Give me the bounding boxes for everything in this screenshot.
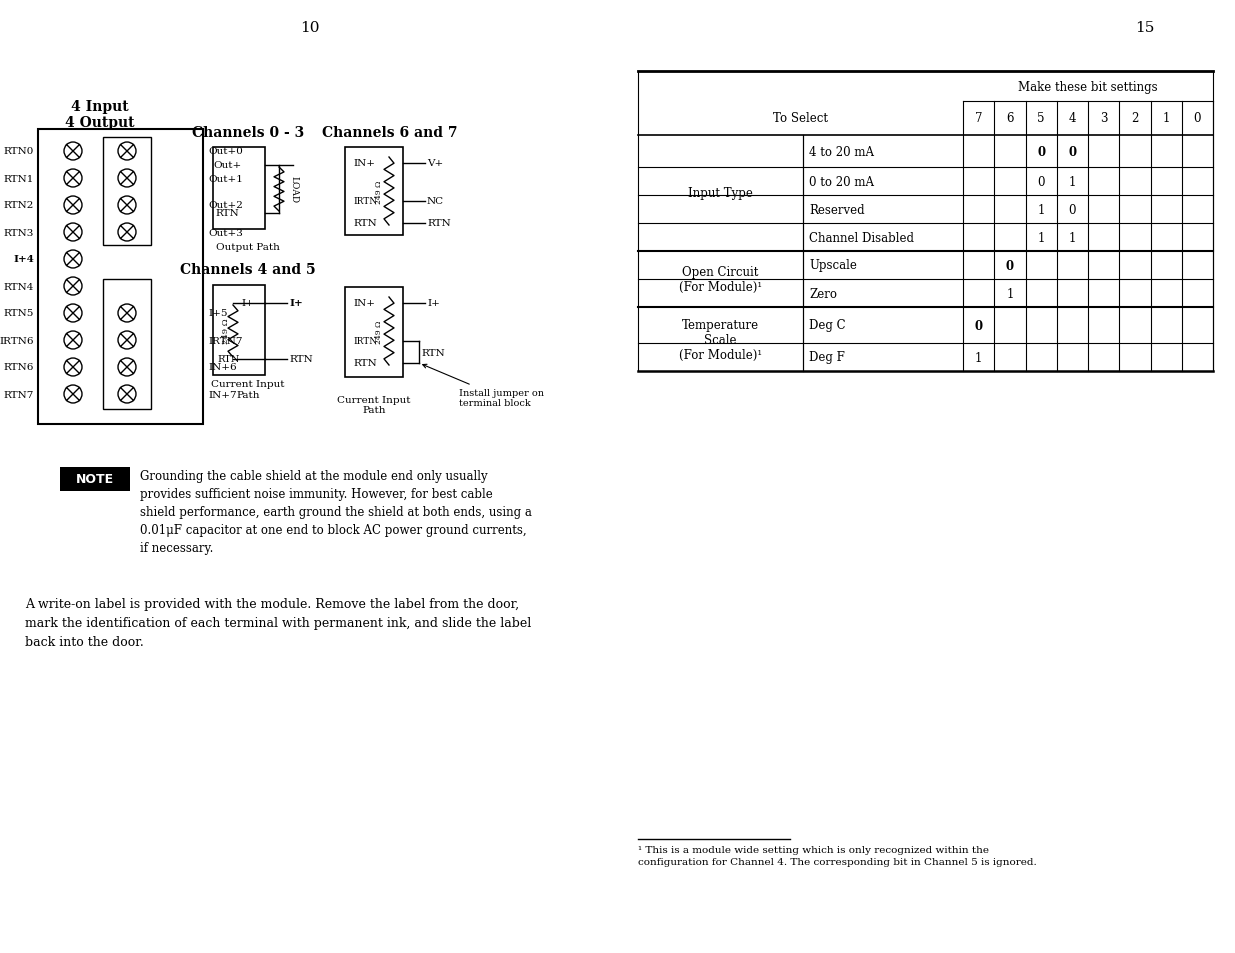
Text: Current Input
Path: Current Input Path bbox=[211, 380, 285, 399]
Text: RTN: RTN bbox=[217, 355, 240, 364]
Text: 10: 10 bbox=[300, 21, 320, 35]
Text: 249 Ω: 249 Ω bbox=[375, 320, 383, 343]
Text: I+: I+ bbox=[427, 299, 440, 308]
Text: RTN: RTN bbox=[353, 219, 377, 229]
Text: 7: 7 bbox=[974, 112, 982, 126]
Text: 15: 15 bbox=[1135, 21, 1155, 35]
Text: IN+7: IN+7 bbox=[207, 390, 237, 399]
Text: 1: 1 bbox=[1037, 232, 1045, 244]
Text: Grounding the cable shield at the module end only usually
provides sufficient no: Grounding the cable shield at the module… bbox=[140, 470, 532, 555]
Text: 1: 1 bbox=[1162, 112, 1170, 126]
Text: Zero: Zero bbox=[809, 287, 837, 300]
Text: I+4: I+4 bbox=[14, 255, 35, 264]
Text: RTN6: RTN6 bbox=[4, 363, 35, 372]
Text: A write-on label is provided with the module. Remove the label from the door,
ma: A write-on label is provided with the mo… bbox=[25, 598, 531, 648]
Text: RTN: RTN bbox=[427, 219, 451, 229]
Text: Reserved: Reserved bbox=[809, 203, 864, 216]
Text: V+: V+ bbox=[427, 159, 443, 169]
Text: IN+: IN+ bbox=[353, 299, 375, 308]
Text: IRTN: IRTN bbox=[353, 197, 377, 206]
Text: Deg F: Deg F bbox=[809, 351, 845, 364]
Text: Out+: Out+ bbox=[212, 161, 241, 171]
Bar bbox=[212, 286, 266, 375]
Text: 249 Ω: 249 Ω bbox=[222, 318, 230, 343]
Text: IN+6: IN+6 bbox=[207, 363, 237, 372]
Text: 0: 0 bbox=[1068, 203, 1076, 216]
Text: Channels 6 and 7: Channels 6 and 7 bbox=[322, 126, 458, 140]
Text: 1: 1 bbox=[1007, 287, 1014, 300]
Text: NC: NC bbox=[427, 197, 445, 206]
Text: RTN: RTN bbox=[289, 355, 312, 364]
Text: I+5: I+5 bbox=[207, 309, 227, 318]
Text: 1: 1 bbox=[1037, 203, 1045, 216]
Text: 0: 0 bbox=[1037, 146, 1045, 158]
Text: Channels 4 and 5: Channels 4 and 5 bbox=[180, 263, 316, 276]
Text: RTN7: RTN7 bbox=[4, 390, 35, 399]
Text: Output Path: Output Path bbox=[216, 243, 280, 253]
Text: IRTN: IRTN bbox=[353, 337, 377, 346]
Text: 4 Input
4 Output: 4 Input 4 Output bbox=[65, 100, 135, 130]
Text: RTN4: RTN4 bbox=[4, 282, 35, 292]
Text: Out+0: Out+0 bbox=[207, 148, 243, 156]
Text: ¹ This is a module wide setting which is only recognized within the
configuratio: ¹ This is a module wide setting which is… bbox=[638, 845, 1036, 866]
Text: Out+2: Out+2 bbox=[207, 201, 243, 211]
Text: 2: 2 bbox=[1131, 112, 1139, 126]
Text: 0 to 20 mA: 0 to 20 mA bbox=[809, 175, 874, 189]
Text: RTN5: RTN5 bbox=[4, 309, 35, 318]
Text: NOTE: NOTE bbox=[75, 473, 114, 486]
Text: 1: 1 bbox=[974, 351, 982, 364]
Text: RTN: RTN bbox=[215, 210, 238, 218]
Text: 0: 0 bbox=[1037, 175, 1045, 189]
Text: 249 Ω: 249 Ω bbox=[375, 180, 383, 204]
Text: Open Circuit
(For Module)¹: Open Circuit (For Module)¹ bbox=[679, 266, 762, 294]
Bar bbox=[212, 148, 266, 230]
Text: LOAD: LOAD bbox=[289, 176, 298, 203]
Text: 4: 4 bbox=[1068, 112, 1076, 126]
Text: To Select: To Select bbox=[773, 112, 827, 126]
Text: I+: I+ bbox=[289, 299, 303, 308]
Text: Upscale: Upscale bbox=[809, 259, 857, 273]
Text: 0: 0 bbox=[1005, 259, 1014, 273]
Text: RTN0: RTN0 bbox=[4, 148, 35, 156]
Text: 0: 0 bbox=[1193, 112, 1202, 126]
Text: RTN: RTN bbox=[421, 348, 445, 357]
Text: 1: 1 bbox=[1068, 232, 1076, 244]
Text: Make these bit settings: Make these bit settings bbox=[1018, 80, 1158, 93]
Text: Channels 0 - 3: Channels 0 - 3 bbox=[191, 126, 304, 140]
Text: I+: I+ bbox=[241, 299, 254, 308]
Text: RTN3: RTN3 bbox=[4, 229, 35, 237]
Text: Install jumper on
terminal block: Install jumper on terminal block bbox=[422, 365, 543, 408]
Text: 5: 5 bbox=[1037, 112, 1045, 126]
Text: IN+: IN+ bbox=[353, 159, 375, 169]
Text: RTN2: RTN2 bbox=[4, 201, 35, 211]
Text: 1: 1 bbox=[1068, 175, 1076, 189]
Bar bbox=[345, 148, 403, 235]
Text: 0: 0 bbox=[1068, 146, 1077, 158]
Text: Out+1: Out+1 bbox=[207, 174, 243, 183]
Text: Current Input
Path: Current Input Path bbox=[337, 395, 411, 415]
Bar bbox=[61, 468, 130, 492]
Text: Temperature
Scale
(For Module)¹: Temperature Scale (For Module)¹ bbox=[679, 318, 762, 361]
Bar bbox=[345, 288, 403, 377]
Text: 6: 6 bbox=[1007, 112, 1014, 126]
Text: Out+3: Out+3 bbox=[207, 229, 243, 237]
Text: RTN: RTN bbox=[353, 359, 377, 368]
Text: RTN1: RTN1 bbox=[4, 174, 35, 183]
Text: 4 to 20 mA: 4 to 20 mA bbox=[809, 146, 874, 158]
Text: IRTN7: IRTN7 bbox=[207, 336, 242, 345]
Text: 0: 0 bbox=[974, 319, 983, 333]
Bar bbox=[103, 138, 151, 246]
Text: Deg C: Deg C bbox=[809, 319, 846, 333]
Bar bbox=[103, 280, 151, 410]
Text: 3: 3 bbox=[1100, 112, 1108, 126]
Bar bbox=[38, 130, 203, 424]
Text: IRTN6: IRTN6 bbox=[0, 336, 35, 345]
Text: Input Type: Input Type bbox=[688, 188, 753, 200]
Text: Channel Disabled: Channel Disabled bbox=[809, 232, 914, 244]
